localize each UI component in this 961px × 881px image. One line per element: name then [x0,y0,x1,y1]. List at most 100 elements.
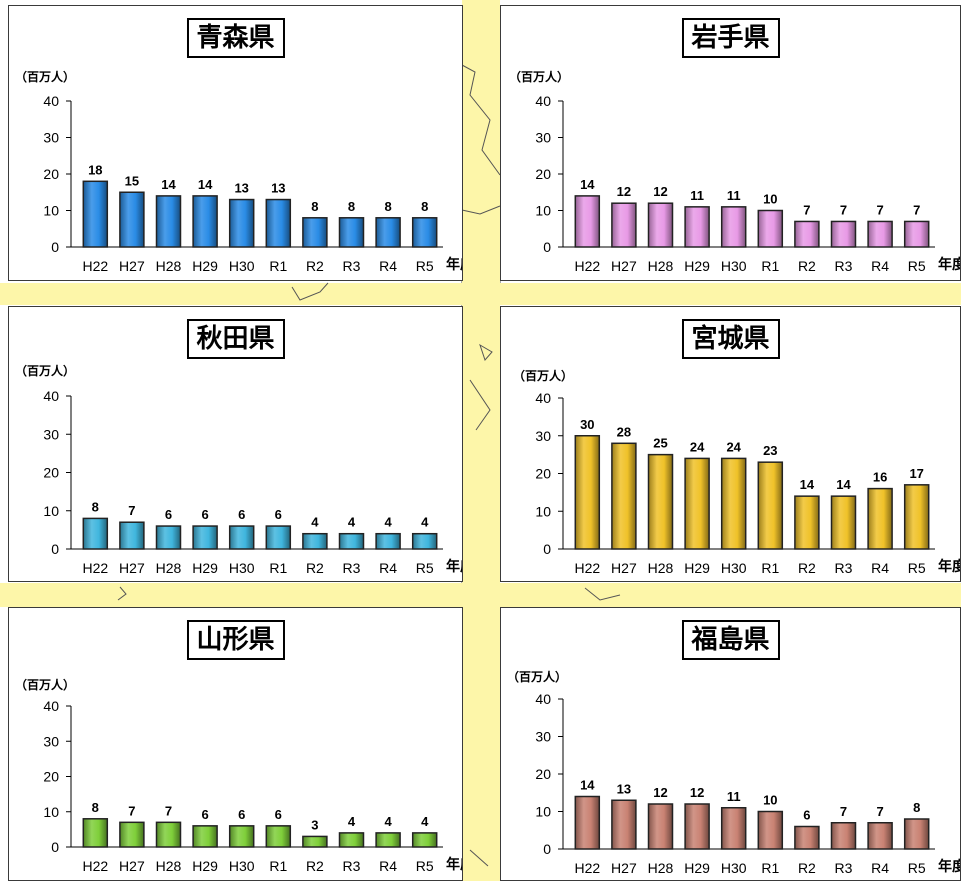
value-label: 10 [763,192,777,207]
bar [574,795,601,850]
x-tick-label: H22 [574,258,600,274]
value-label: 4 [421,814,429,829]
y-tick-label: 30 [43,426,59,442]
x-tick-label: R5 [908,258,926,274]
bar [338,832,365,848]
y-tick-label: 20 [535,466,551,482]
x-tick-label: R4 [871,560,889,576]
bar [82,180,109,248]
x-tick-label: H22 [574,560,600,576]
x-tick-label: R2 [306,560,324,576]
value-label: 6 [165,507,172,522]
bar [155,821,182,848]
value-label: 15 [125,173,139,188]
x-tick-label: H30 [721,258,747,274]
value-label: 7 [913,202,920,217]
x-tick-label: R1 [761,258,779,274]
bar-chart: 0 10 20 30 40 14 H22 12 H27 12 H28 11 H29 11 H30 10 R1 7 R… [535,93,960,274]
x-tick-label: H30 [229,258,255,274]
value-label: 8 [92,499,99,514]
x-tick-label: H27 [611,560,637,576]
value-label: 7 [876,202,883,217]
bar [684,803,710,850]
bar [302,835,328,848]
y-tick-label: 0 [51,839,59,855]
x-tick-label: H27 [119,560,145,576]
value-label: 8 [348,199,355,214]
y-tick-label: 10 [535,804,551,820]
value-label: 4 [384,515,392,530]
x-tick-label: R5 [416,258,434,274]
x-tick-label: H28 [156,560,182,576]
value-label: 4 [421,515,429,530]
y-tick-label: 0 [543,841,551,857]
value-label: 6 [803,808,810,823]
bar [119,521,145,550]
chart-panel-aomori: 青森県 （百万人） 0 10 20 30 40 18 H22 15 H27 14 H28 14 H29 13 H… [8,5,463,281]
value-label: 4 [384,814,392,829]
x-tick-label: H22 [82,858,108,874]
value-label: 23 [763,443,777,458]
value-label: 6 [238,807,245,822]
value-label: 12 [617,184,631,199]
bar [720,457,747,550]
x-axis-title: 年度 [446,856,462,873]
x-tick-label: H30 [229,858,255,874]
x-tick-label: R1 [269,258,287,274]
bar [228,525,255,550]
value-label: 14 [800,477,815,492]
y-tick-label: 30 [535,130,551,146]
x-tick-label: H28 [648,560,674,576]
x-tick-label: H27 [119,258,145,274]
x-tick-label: R1 [761,560,779,576]
value-label: 13 [617,781,631,796]
y-axis-unit-label: （百万人） [15,678,76,692]
y-tick-label: 20 [43,166,59,182]
x-tick-label: R2 [798,860,816,876]
bar [411,532,438,550]
y-tick-label: 10 [535,203,551,219]
bar [757,209,784,248]
value-label: 11 [727,188,741,203]
bar [684,457,710,550]
bar [867,220,893,248]
bar [867,487,893,550]
value-label: 8 [421,199,428,214]
x-tick-label: R3 [835,560,853,576]
map-coastline [117,64,621,867]
x-tick-label: H30 [229,560,255,576]
map-land-row1 [0,283,961,305]
bar [192,525,218,550]
bar [192,195,218,248]
chart-panel-iwate: 岩手県 （百万人） 0 10 20 30 40 14 H22 12 H27 12 H28 11 H29 11 H… [500,5,961,281]
y-axis-unit-label: （百万人） [507,670,568,684]
chart-panel-akita: 秋田県 （百万人） 0 10 20 30 40 8 H22 7 H27 6 H28 6 H29 6 H30 6 R1… [8,306,463,582]
value-label: 25 [653,436,667,451]
bar [611,442,637,550]
y-tick-label: 30 [535,729,551,745]
bar [265,198,292,248]
x-tick-label: R1 [269,560,287,576]
x-tick-label: H28 [648,258,674,274]
bar [265,825,292,848]
value-label: 14 [161,177,176,192]
y-tick-label: 40 [535,93,551,109]
value-label: 6 [201,507,208,522]
y-tick-label: 0 [51,239,59,255]
x-tick-label: R4 [379,560,397,576]
value-label: 10 [763,793,777,808]
x-tick-label: H29 [684,258,710,274]
chart-panel-miyagi: 宮城県 （百万人） 0 10 20 30 40 30 H22 28 H27 25 H28 24 H29 24 H… [500,306,961,582]
y-axis-unit-label: （百万人） [513,369,574,383]
value-label: 12 [690,785,704,800]
value-label: 6 [275,507,282,522]
bar [867,822,893,850]
bar [155,525,182,550]
y-tick-label: 30 [535,428,551,444]
bar-chart: 0 10 20 30 40 30 H22 28 H27 25 H28 24 H29 24 H30 23 R1 14… [535,390,960,576]
bar [903,818,930,850]
bar [411,832,438,848]
x-tick-label: R5 [908,560,926,576]
x-tick-label: R2 [798,258,816,274]
